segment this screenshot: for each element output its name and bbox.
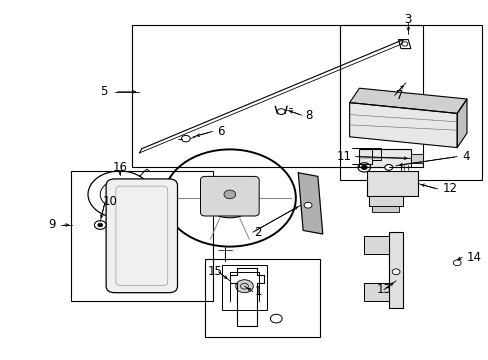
Text: 5: 5 xyxy=(100,85,107,98)
Text: 14: 14 xyxy=(466,251,481,264)
Circle shape xyxy=(270,314,282,323)
Circle shape xyxy=(235,280,253,293)
Circle shape xyxy=(304,202,311,208)
Text: 4: 4 xyxy=(461,150,468,163)
Bar xyxy=(339,25,481,180)
Bar xyxy=(410,154,422,163)
Polygon shape xyxy=(298,173,322,234)
Text: 7: 7 xyxy=(395,89,403,102)
Bar xyxy=(364,236,388,254)
Circle shape xyxy=(181,135,190,142)
Text: 10: 10 xyxy=(102,195,117,208)
Bar xyxy=(359,149,410,167)
Text: 1: 1 xyxy=(254,285,261,298)
Bar xyxy=(368,196,403,206)
Polygon shape xyxy=(456,99,466,148)
Text: 11: 11 xyxy=(336,150,351,163)
Circle shape xyxy=(391,269,399,275)
Circle shape xyxy=(361,165,366,170)
Text: 2: 2 xyxy=(254,226,261,239)
Text: 9: 9 xyxy=(49,219,56,231)
Text: 12: 12 xyxy=(442,183,457,195)
Circle shape xyxy=(224,190,235,199)
Bar xyxy=(71,171,212,301)
Circle shape xyxy=(452,260,460,266)
Circle shape xyxy=(94,221,106,229)
FancyBboxPatch shape xyxy=(200,176,259,216)
Text: 6: 6 xyxy=(217,125,224,138)
Text: 3: 3 xyxy=(404,13,411,26)
Polygon shape xyxy=(349,103,456,148)
Circle shape xyxy=(98,223,102,227)
Text: 8: 8 xyxy=(305,109,312,122)
Bar xyxy=(111,214,128,221)
Circle shape xyxy=(203,178,256,218)
Bar xyxy=(222,265,266,310)
Text: 15: 15 xyxy=(207,265,222,278)
Bar xyxy=(205,259,320,337)
Bar xyxy=(364,283,388,301)
Circle shape xyxy=(277,109,285,114)
Circle shape xyxy=(384,165,392,170)
Polygon shape xyxy=(349,88,466,113)
Bar xyxy=(366,171,417,196)
FancyBboxPatch shape xyxy=(106,179,177,293)
Bar xyxy=(388,232,403,308)
Text: 13: 13 xyxy=(376,283,390,296)
Bar xyxy=(371,206,398,212)
Bar xyxy=(132,25,422,167)
Text: 16: 16 xyxy=(112,161,127,174)
